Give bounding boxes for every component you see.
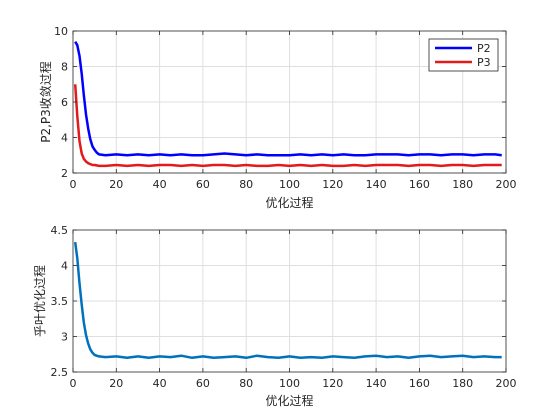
- x-axis-label: 优化过程: [265, 393, 313, 408]
- x-tick-label: 40: [153, 377, 167, 390]
- legend-label-p2: P2: [477, 42, 491, 55]
- x-tick-label: 120: [322, 178, 343, 191]
- x-tick-label: 180: [452, 377, 473, 390]
- y-tick-label: 2.5: [51, 366, 69, 379]
- x-tick-label: 40: [153, 178, 167, 191]
- x-ticks: 0 20 40 60 80 100 120 140 160 180 200: [70, 31, 517, 191]
- x-tick-label: 160: [409, 377, 430, 390]
- x-tick-label: 60: [196, 178, 210, 191]
- x-tick-label: 140: [366, 377, 387, 390]
- x-tick-label: 100: [279, 178, 300, 191]
- bottom-axes: 0 20 40 60 80 100 120 140 160 180 200 2.5 3 3.5 4 4.5 优化…: [32, 224, 517, 408]
- x-tick-label: 20: [109, 377, 123, 390]
- x-tick-label: 200: [496, 377, 517, 390]
- x-tick-label: 60: [196, 377, 210, 390]
- series-line-p3: [73, 84, 502, 168]
- y-tick-label: 3.5: [51, 295, 69, 308]
- top-axes: 0 20 40 60 80 100 120 140 160 180 200 2 4 6 8 10 优化过程 P2,…: [38, 25, 517, 210]
- grid: [73, 31, 506, 173]
- x-ticks: 0 20 40 60 80 100 120 140 160 180 200: [70, 230, 517, 390]
- x-tick-label: 80: [239, 178, 253, 191]
- x-tick-label: 100: [279, 377, 300, 390]
- legend-box: [428, 38, 499, 72]
- x-tick-label: 20: [109, 178, 123, 191]
- x-tick-label: 200: [496, 178, 517, 191]
- series-line-p2: [74, 41, 502, 157]
- y-tick-label: 2: [61, 167, 68, 180]
- y-tick-label: 8: [61, 61, 68, 74]
- y-axis-label: 乎叶优化过程: [32, 265, 47, 337]
- x-tick-label: 140: [366, 178, 387, 191]
- x-axis-label: 优化过程: [265, 195, 313, 210]
- y-tick-label: 6: [61, 96, 68, 109]
- y-tick-label: 4: [61, 132, 68, 145]
- y-tick-label: 3: [61, 331, 68, 344]
- y-ticks: 2.5 3 3.5 4 4.5: [51, 224, 506, 379]
- y-tick-label: 4.5: [51, 224, 69, 237]
- y-tick-label: 10: [54, 25, 68, 38]
- y-axis-label: P2,P3收敛过程: [38, 61, 53, 143]
- x-tick-label: 0: [70, 377, 77, 390]
- x-tick-label: 180: [452, 178, 473, 191]
- legend-label-p3: P3: [477, 56, 491, 69]
- x-tick-label: 160: [409, 178, 430, 191]
- x-tick-label: 0: [70, 178, 77, 191]
- x-tick-label: 80: [239, 377, 253, 390]
- grid: [73, 230, 506, 372]
- series-line-2: [73, 241, 502, 360]
- x-tick-label: 120: [322, 377, 343, 390]
- y-tick-label: 4: [61, 260, 68, 273]
- y-ticks: 2 4 6 8 10: [54, 25, 506, 180]
